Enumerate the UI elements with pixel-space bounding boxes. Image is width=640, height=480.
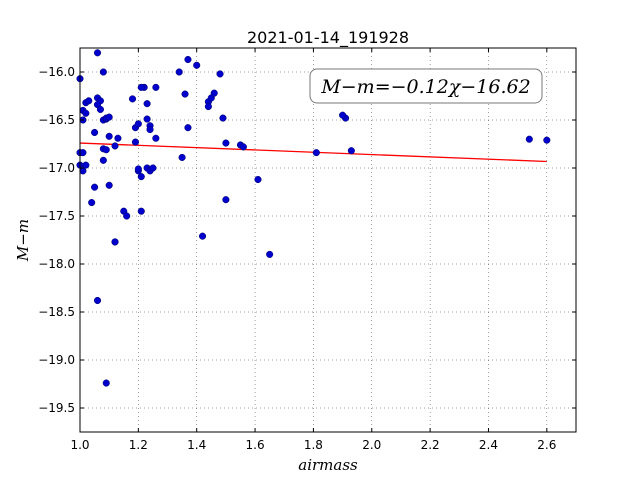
data-point	[254, 175, 262, 184]
data-point	[105, 181, 113, 189]
chart-title: 2021-01-14_191928	[247, 28, 409, 48]
data-point	[114, 134, 122, 142]
data-point	[193, 61, 201, 69]
data-point	[216, 70, 224, 78]
data-point	[82, 109, 90, 117]
equation-box-frame	[309, 68, 543, 104]
y-tick-label: −16.0	[38, 65, 75, 79]
data-point	[137, 173, 145, 181]
data-point	[79, 149, 87, 157]
y-tick-label: −19.5	[38, 401, 75, 415]
grid	[79, 48, 576, 432]
data-point	[91, 183, 99, 191]
data-point	[102, 146, 110, 154]
axis-ticks: 1.0 1.2 1.4 1.6 1.8 2.0 2.2 2.4 2.6 −16.0 −16.5 −17…	[38, 48, 576, 452]
data-point	[91, 128, 99, 137]
data-point	[222, 196, 230, 204]
x-tick-label: 1.4	[187, 438, 206, 452]
data-point	[149, 164, 157, 172]
data-point	[175, 68, 183, 76]
data-point	[111, 238, 119, 246]
data-point	[131, 138, 139, 146]
data-point	[347, 147, 355, 155]
y-tick-label: −16.5	[38, 113, 75, 127]
data-point	[204, 103, 212, 111]
x-tick-label: 2.6	[537, 438, 556, 452]
data-point	[82, 161, 90, 169]
data-point	[152, 134, 160, 142]
data-point	[134, 165, 142, 173]
x-tick-label: 1.0	[70, 438, 89, 452]
data-points	[76, 49, 551, 387]
equation-box: M−m=−0.12χ−16.62	[309, 68, 543, 104]
data-point	[146, 126, 154, 134]
x-tick-label: 1.8	[304, 438, 323, 452]
data-point	[219, 114, 227, 122]
data-point	[96, 105, 104, 113]
x-axis-label: airmass	[298, 456, 358, 474]
data-point	[184, 55, 192, 64]
data-point	[123, 212, 131, 220]
data-point	[266, 250, 274, 258]
data-point	[134, 120, 142, 128]
y-tick-label: −17.5	[38, 209, 75, 223]
data-point	[99, 156, 107, 164]
data-point	[105, 132, 113, 140]
data-point	[93, 49, 102, 57]
x-tick-label: 2.4	[479, 438, 498, 452]
plot-frame	[79, 47, 577, 433]
y-axis-label: M−m	[14, 219, 32, 262]
y-tick-label: −18.0	[38, 257, 75, 271]
x-tick-label: 1.2	[129, 438, 148, 452]
data-point	[525, 135, 533, 143]
data-point	[102, 379, 110, 387]
data-point	[128, 95, 137, 103]
data-point	[543, 136, 551, 144]
y-tick-label: −18.5	[38, 305, 75, 319]
data-point	[93, 296, 102, 305]
data-point	[137, 83, 145, 91]
x-tick-label: 1.6	[246, 438, 265, 452]
data-point	[181, 90, 189, 98]
x-tick-label: 2.2	[421, 438, 440, 452]
data-point	[99, 68, 107, 76]
data-point	[85, 97, 93, 105]
data-point	[222, 139, 230, 147]
data-point	[152, 83, 160, 91]
data-point	[105, 113, 113, 121]
data-point	[137, 207, 145, 215]
y-tick-label: −19.0	[38, 353, 75, 367]
data-point	[312, 149, 320, 157]
data-point	[143, 115, 151, 123]
data-point	[111, 142, 119, 150]
data-point	[178, 153, 186, 161]
y-tick-label: −17.0	[38, 161, 75, 175]
equation-text: M−m=−0.12χ−16.62	[320, 76, 530, 98]
data-point	[88, 199, 96, 207]
data-point	[143, 100, 151, 108]
data-point	[239, 143, 247, 151]
data-point	[198, 232, 207, 240]
data-point	[184, 124, 192, 132]
data-point	[339, 111, 347, 119]
x-tick-label: 2.0	[362, 438, 381, 452]
data-point	[210, 89, 218, 97]
